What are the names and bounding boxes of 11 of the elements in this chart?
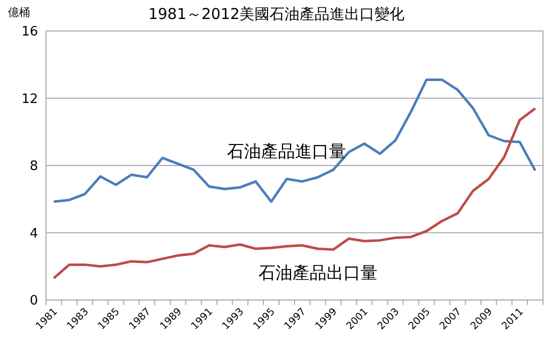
series-label: 石油產品出口量 <box>258 264 378 284</box>
y-tick-label: 16 <box>21 24 38 40</box>
line-series <box>52 78 536 203</box>
y-tick-label: 8 <box>30 159 38 174</box>
y-tick-label: 0 <box>30 294 38 309</box>
y-tick-label: 4 <box>30 226 38 242</box>
y-tick-label: 12 <box>21 92 38 107</box>
line-series <box>52 107 536 280</box>
chart-title: 1981～2012美國石油產品進出口變化 <box>148 5 405 23</box>
series-label: 石油產品進口量 <box>227 142 346 162</box>
y-axis-title: 億桶 <box>8 6 30 19</box>
